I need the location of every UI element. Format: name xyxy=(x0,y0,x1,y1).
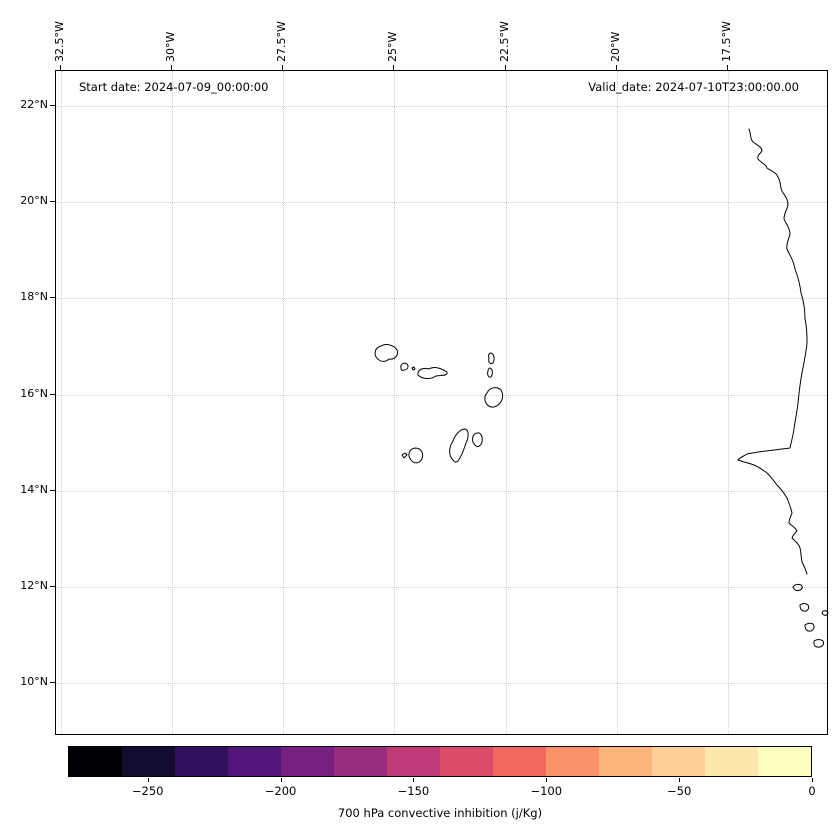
y-axis-tick-label: 14°N xyxy=(20,483,48,496)
colorbar-segment xyxy=(599,747,652,776)
x-axis-tick xyxy=(282,65,283,70)
y-axis-tick xyxy=(50,586,55,587)
island-sao-nicolau xyxy=(417,367,448,379)
y-axis-tick-label: 16°N xyxy=(20,387,48,400)
colorbar-segment xyxy=(228,747,281,776)
colorbar-segment xyxy=(493,747,546,776)
y-axis-tick-label: 12°N xyxy=(20,579,48,592)
y-axis-tick xyxy=(50,490,55,491)
colorbar-tick-label: 0 xyxy=(808,784,816,798)
island-brava xyxy=(401,452,408,459)
x-axis-tick xyxy=(727,65,728,70)
colorbar-tick xyxy=(413,778,415,782)
x-axis-tick xyxy=(616,65,617,70)
x-axis-tick-label: 30°W xyxy=(164,31,177,62)
colorbar-segment xyxy=(546,747,599,776)
colorbar xyxy=(68,746,812,777)
colorbar-tick-label: −50 xyxy=(667,784,692,798)
island-fogo xyxy=(408,447,424,464)
colorbar-tick xyxy=(546,778,548,782)
island-boa-vista xyxy=(484,387,504,408)
x-axis-tick xyxy=(60,65,61,70)
west-africa-coastline xyxy=(737,128,829,648)
colorbar-segment xyxy=(281,747,334,776)
island-santo-antao xyxy=(374,344,398,362)
x-axis-tick xyxy=(171,65,172,70)
x-axis-tick-label: 32.5°W xyxy=(53,21,66,62)
colorbar-segment xyxy=(652,747,705,776)
colorbar-segment xyxy=(758,747,811,776)
y-axis-tick-label: 18°N xyxy=(20,290,48,303)
x-axis-tick-label: 27.5°W xyxy=(275,21,288,62)
colorbar-tick xyxy=(812,778,813,782)
colorbar-tick-label: −250 xyxy=(131,784,164,798)
colorbar-tick xyxy=(679,778,681,782)
y-axis-tick xyxy=(50,297,55,298)
colorbar-segment xyxy=(69,747,122,776)
estuary-island-4 xyxy=(813,639,825,648)
y-axis-tick xyxy=(50,682,55,683)
colorbar-segment xyxy=(440,747,493,776)
island-maio xyxy=(472,432,483,447)
estuary-island-3 xyxy=(804,622,815,632)
y-axis-tick-label: 10°N xyxy=(20,675,48,688)
x-axis-tick xyxy=(393,65,394,70)
colorbar-segment xyxy=(705,747,758,776)
colorbar-tick-label: −200 xyxy=(264,784,297,798)
island-santiago xyxy=(449,428,469,463)
colorbar-tick xyxy=(280,778,282,782)
y-axis-tick xyxy=(50,394,55,395)
valid-date-annotation: Valid_date: 2024-07-10T23:00:00.00 xyxy=(588,80,799,94)
estuary-island-2 xyxy=(799,603,810,612)
x-axis-tick-label: 20°W xyxy=(609,31,622,62)
y-axis-tick xyxy=(50,201,55,202)
cape-verde-islands xyxy=(374,344,504,464)
x-axis-tick-label: 17.5°W xyxy=(720,21,733,62)
island-sao-vicente xyxy=(400,362,409,371)
colorbar-segment xyxy=(122,747,175,776)
colorbar-tick-label: −150 xyxy=(397,784,430,798)
colorbar-tick-label: −100 xyxy=(530,784,563,798)
mainland-coast xyxy=(737,128,808,575)
y-axis-tick xyxy=(50,105,55,106)
island-sal-north xyxy=(488,352,495,365)
x-axis-tick-label: 22.5°W xyxy=(498,21,511,62)
estuary-island-1 xyxy=(792,583,803,592)
colorbar-tick xyxy=(147,778,149,782)
colorbar-segment xyxy=(334,747,387,776)
start-date-annotation: Start date: 2024-07-09_00:00:00 xyxy=(79,80,269,94)
y-axis-tick-label: 22°N xyxy=(20,98,48,111)
estuary-island-5 xyxy=(821,610,829,616)
island-santa-luzia xyxy=(411,366,416,371)
x-axis-tick xyxy=(505,65,506,70)
colorbar-label: 700 hPa convective inhibition (j/Kg) xyxy=(337,806,543,820)
island-sal-south xyxy=(487,367,493,378)
map-plot-area: Start date: 2024-07-09_00:00:00 Valid_da… xyxy=(55,70,829,735)
colorbar-segment xyxy=(175,747,228,776)
coastline-svg xyxy=(374,128,829,648)
y-axis-tick-label: 20°N xyxy=(20,194,48,207)
x-axis-tick-label: 25°W xyxy=(386,31,399,62)
colorbar-segment xyxy=(387,747,440,776)
